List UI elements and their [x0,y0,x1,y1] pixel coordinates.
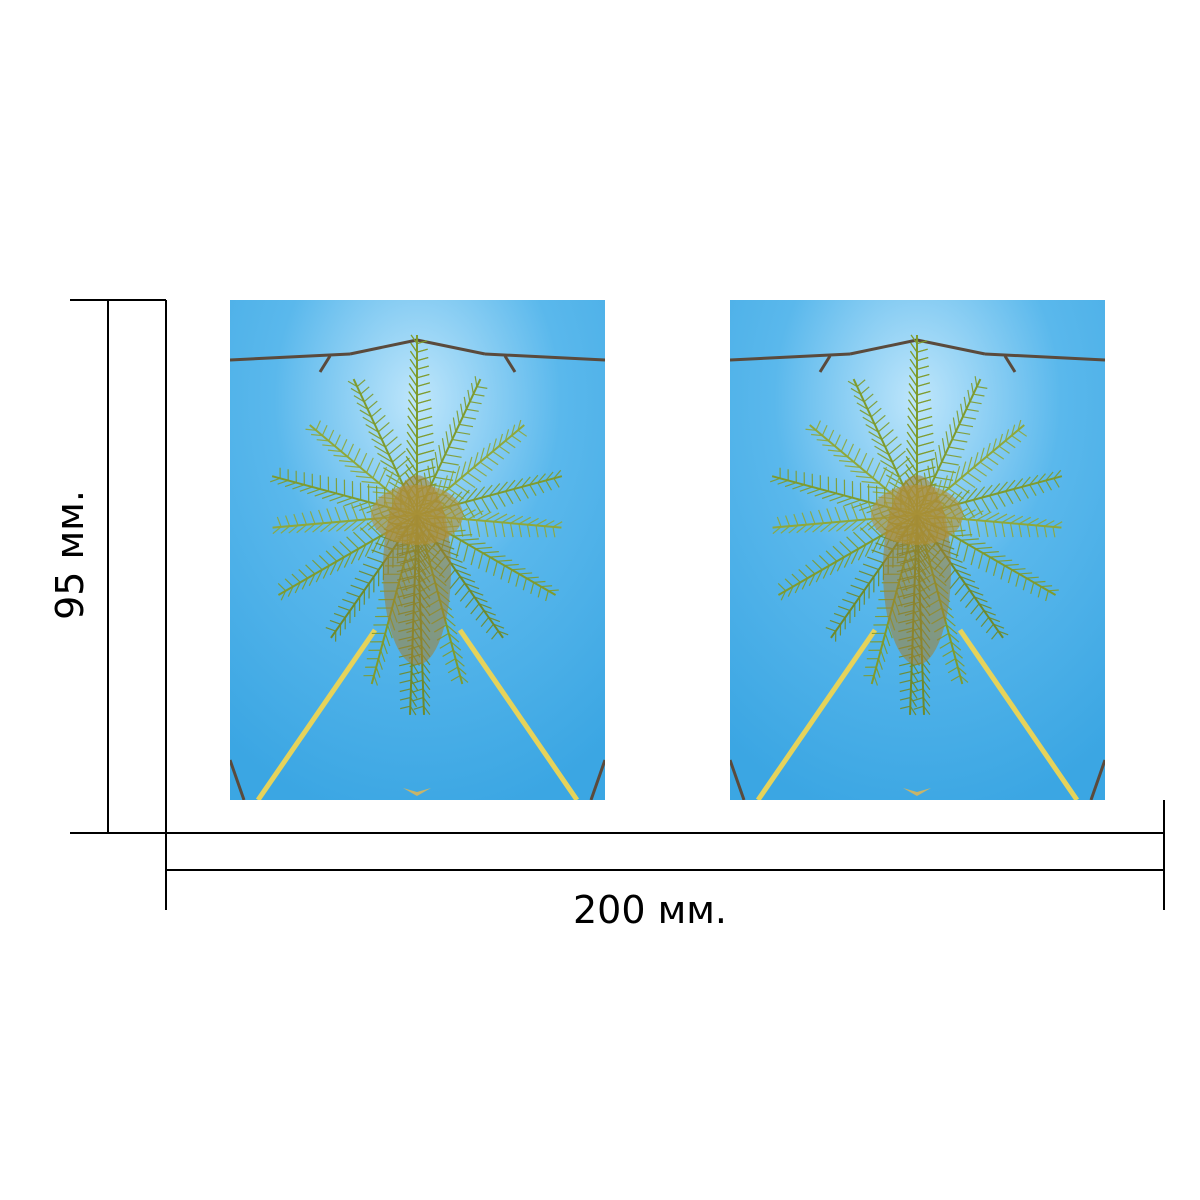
palm-photo [730,300,1105,800]
frame-beams [230,338,605,800]
left-photo-panel [230,300,605,800]
width-label: 200 мм. [572,888,728,932]
right-photo-panel [730,300,1105,800]
frame-beams [730,338,1105,800]
height-label: 95 мм. [48,490,92,620]
palm-photo [230,300,605,800]
